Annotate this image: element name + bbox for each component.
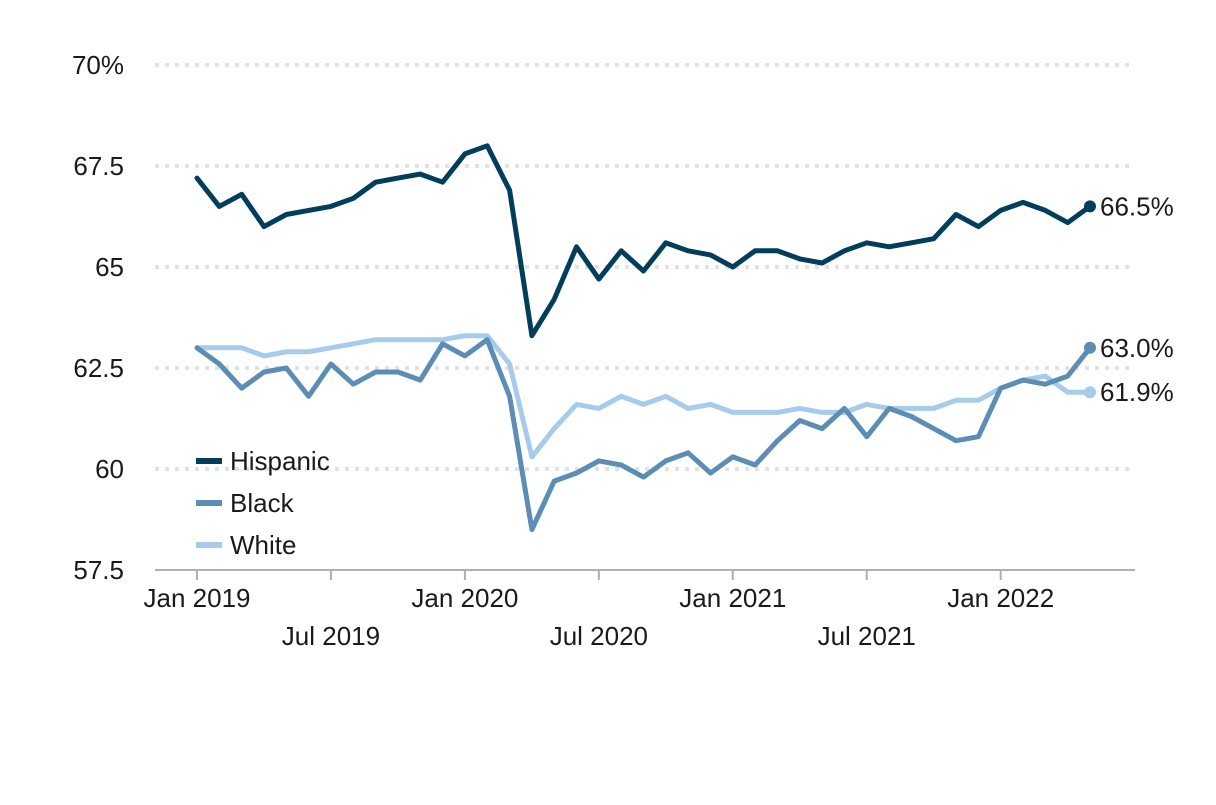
y-tick-label: 65 bbox=[95, 252, 124, 282]
y-tick-label: 67.5 bbox=[73, 151, 124, 181]
end-point-black bbox=[1084, 341, 1096, 354]
series-lines bbox=[194, 143, 1093, 533]
series-line-hispanic bbox=[194, 143, 1093, 339]
legend-label-black: Black bbox=[230, 488, 295, 518]
series-line-white bbox=[194, 333, 1093, 460]
x-tick-label: Jan 2020 bbox=[411, 583, 518, 613]
x-tick-label: Jul 2020 bbox=[550, 621, 648, 651]
end-label-white: 61.9% bbox=[1100, 377, 1174, 407]
x-tick-label: Jul 2021 bbox=[818, 621, 916, 651]
end-point-white bbox=[1084, 386, 1096, 399]
end-point-hispanic bbox=[1084, 200, 1096, 213]
x-tick-label: Jul 2019 bbox=[282, 621, 380, 651]
end-labels: 66.5% 63.0% 61.9% bbox=[1084, 191, 1174, 407]
end-label-black: 63.0% bbox=[1100, 333, 1174, 363]
x-tick-label: Jan 2022 bbox=[947, 583, 1054, 613]
legend-label-hispanic: Hispanic bbox=[230, 446, 330, 476]
x-tick-label: Jan 2021 bbox=[679, 583, 786, 613]
series-line-black bbox=[194, 337, 1093, 533]
x-tick-label: Jan 2019 bbox=[144, 583, 251, 613]
y-tick-label: 70% bbox=[72, 50, 124, 80]
end-label-hispanic: 66.5% bbox=[1100, 191, 1174, 221]
legend-label-white: White bbox=[230, 530, 296, 560]
legend: Hispanic Black White bbox=[196, 446, 330, 560]
y-tick-label: 57.5 bbox=[73, 555, 124, 585]
y-tick-label: 60 bbox=[95, 454, 124, 484]
y-tick-label: 62.5 bbox=[73, 353, 124, 383]
y-axis-labels: 70% 67.5 65 62.5 60 57.5 bbox=[72, 50, 124, 585]
x-axis: Jan 2019 Jul 2019 Jan 2020 Jul 2020 Jan 2021… bbox=[144, 569, 1135, 651]
